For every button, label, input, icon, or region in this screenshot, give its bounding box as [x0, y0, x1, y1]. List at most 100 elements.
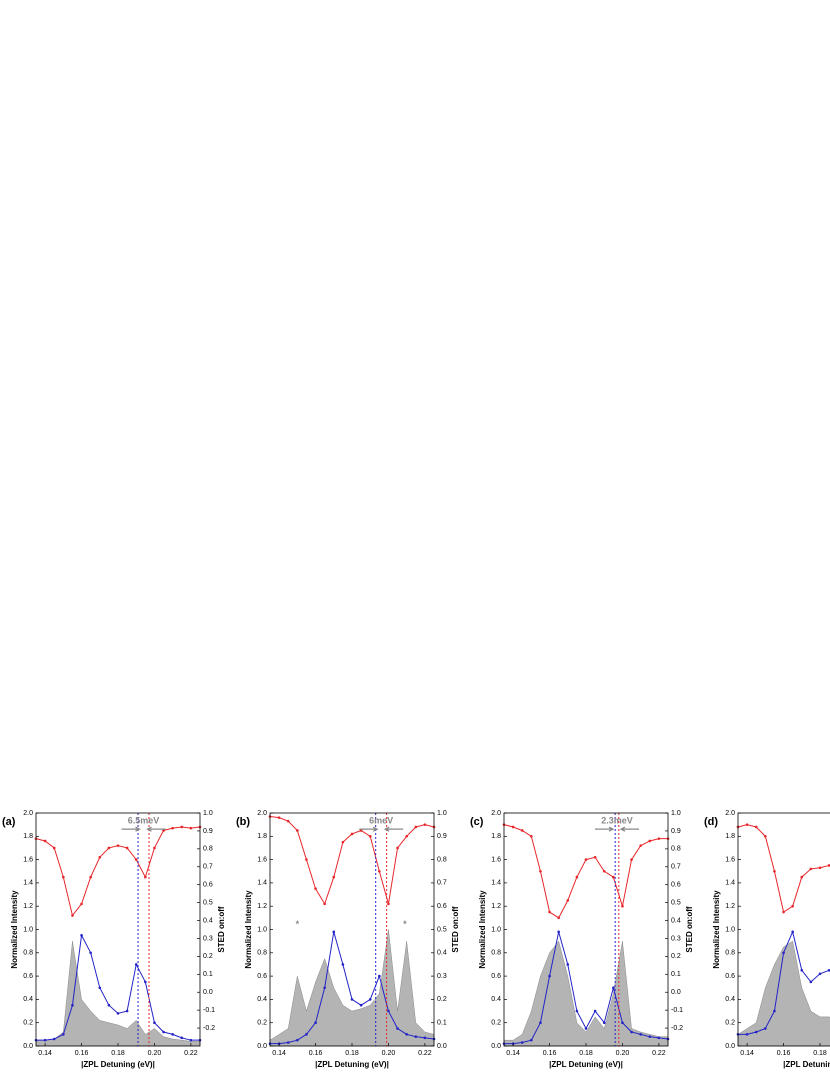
y-tick-label: 1.6 [257, 856, 267, 863]
data-point [296, 1038, 299, 1042]
y2-tick-label: 0.1 [671, 971, 681, 978]
y-tick-label: 1.0 [725, 926, 735, 933]
y-tick-label: 1.6 [491, 856, 501, 863]
data-point [584, 858, 588, 861]
data-point [359, 829, 363, 832]
panel: 6meV * * 0.14 0.16 0.18 0.20 0.22 0.0 0.2 0.4 0.6 0.… [236, 810, 460, 1069]
data-point [548, 910, 551, 914]
y2-tick-label: 0.6 [671, 882, 681, 889]
annotation: * [296, 919, 300, 929]
data-point [153, 1021, 156, 1024]
data-line [36, 933, 200, 1041]
data-point [107, 1003, 111, 1007]
data-point [630, 858, 633, 861]
y2-tick-label: 1.0 [203, 810, 213, 817]
x-axis-title: |ZPL Detuning (eV)| [783, 1060, 830, 1069]
data-point [566, 899, 570, 902]
data-point [593, 1009, 597, 1013]
data-point [71, 1003, 74, 1007]
y-tick-label: 1.6 [23, 856, 33, 863]
data-point [539, 1021, 542, 1024]
data-point [584, 1027, 588, 1030]
y2-tick-label: 0.4 [437, 950, 447, 957]
data-point [62, 875, 65, 879]
data-point [71, 914, 74, 917]
data-point [639, 844, 642, 847]
y2-axis-title: STED on:off [451, 906, 460, 953]
y-tick-label: 0.4 [257, 996, 267, 1003]
x-tick-label: 0.14 [272, 1050, 286, 1057]
plot-frame [503, 812, 669, 1047]
y2-tick-label: 0.1 [203, 971, 213, 978]
data-point [171, 1033, 174, 1036]
data-point [612, 986, 615, 990]
y-tick-label: 0.8 [23, 950, 33, 957]
intensity-area [503, 940, 669, 1047]
data-point [189, 826, 193, 830]
y2-tick-label: 0.9 [203, 828, 213, 835]
data-point [782, 910, 785, 914]
data-point [350, 998, 354, 1001]
data-point [773, 869, 776, 873]
data-point [52, 846, 56, 850]
data-point [286, 1041, 290, 1044]
y-tick-label: 0.6 [725, 973, 735, 980]
data-point [378, 974, 381, 978]
data-point [800, 875, 804, 879]
y2-tick-label: -0.1 [671, 1007, 683, 1014]
data-point [782, 951, 785, 955]
y-tick-label: 0.8 [491, 950, 501, 957]
y-tick-label: 1.8 [491, 833, 501, 840]
y2-tick-label: 0.4 [203, 917, 213, 924]
data-point [80, 934, 83, 937]
data-point [144, 875, 147, 879]
data-point [511, 825, 515, 829]
annotation: 2.3meV [601, 816, 633, 826]
data-point [305, 1033, 308, 1036]
y2-tick-label: 1.0 [437, 810, 447, 817]
x-tick-label: 0.16 [777, 1050, 791, 1057]
y-tick-label: 0.0 [725, 1043, 735, 1050]
data-point [359, 1003, 363, 1007]
y-tick-label: 0.8 [725, 950, 735, 957]
y-axis-title: Normalized Intensity [712, 890, 721, 969]
y2-tick-label: 0.8 [437, 856, 447, 863]
data-point [305, 858, 308, 861]
arrow [383, 826, 404, 832]
data-point [314, 887, 317, 891]
annotation: 6meV [369, 816, 393, 826]
data-point [296, 829, 299, 832]
y2-tick-label: 0.5 [671, 899, 681, 906]
panel: 0.140.160.180.200.220.00.20.40.60.81.01.… [704, 810, 830, 1069]
data-point [350, 832, 354, 836]
y-tick-label: 0.2 [725, 1020, 735, 1027]
y-tick-label: 1.6 [725, 856, 735, 863]
data-point [754, 1030, 758, 1034]
data-line [503, 824, 668, 919]
y-tick-label: 1.0 [257, 926, 267, 933]
data-point [566, 963, 570, 966]
y-tick-label: 0.0 [23, 1043, 33, 1050]
data-point [162, 1030, 165, 1034]
data-point [530, 1038, 533, 1042]
data-line [269, 815, 435, 906]
y2-tick-label: 0.6 [437, 903, 447, 910]
y-tick-label: 0.4 [725, 996, 735, 1003]
x-tick-label: 0.18 [813, 1050, 827, 1057]
data-point [378, 869, 381, 873]
y-tick-label: 0.6 [257, 973, 267, 980]
data-point [414, 1035, 418, 1038]
y2-tick-label: -0.2 [203, 1025, 215, 1032]
y-tick-label: 0.4 [491, 996, 501, 1003]
data-point [809, 980, 813, 984]
data-point [180, 1036, 184, 1040]
x-tick-label: 0.22 [184, 1050, 198, 1057]
data-point [557, 930, 560, 934]
y-tick-label: 2.0 [491, 810, 501, 817]
data-point [180, 825, 184, 829]
x-tick-label: 0.22 [652, 1050, 666, 1057]
y2-tick-label: -0.2 [671, 1025, 683, 1032]
data-point [43, 1038, 47, 1042]
intensity-area [269, 929, 435, 1047]
x-tick-label: 0.20 [148, 1050, 162, 1057]
